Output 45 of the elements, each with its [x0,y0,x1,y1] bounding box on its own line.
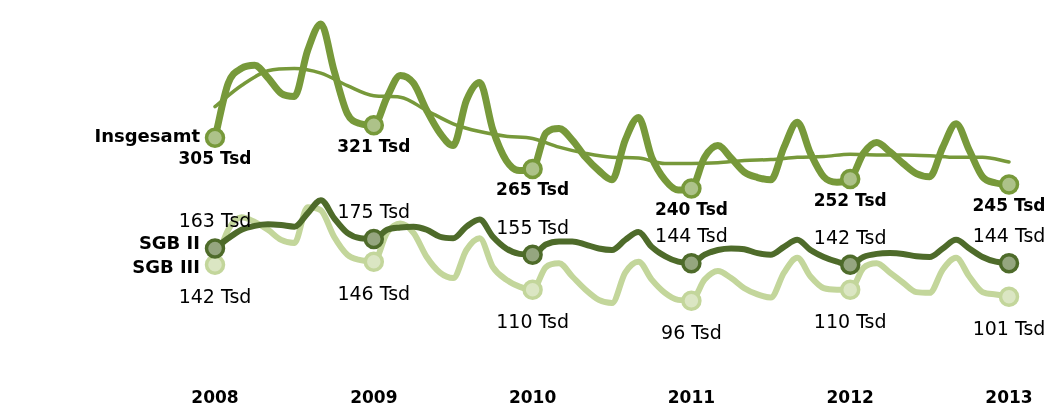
data-label: 252 Tsd [813,189,887,210]
series-label: Insgesamt [94,125,201,147]
data-label: 321 Tsd [337,135,411,156]
point [204,238,226,259]
point [363,115,385,136]
data-label: 144 Tsd [972,224,1046,247]
point [681,290,702,311]
data-label: 305 Tsd [178,148,252,169]
point [204,254,226,276]
data-label: 163 Tsd [178,209,252,232]
point [522,279,543,300]
x-tick-label: 2012 [826,386,874,407]
data-label: 155 Tsd [496,215,569,238]
x-tick-label: 2011 [667,386,716,407]
point [363,251,385,272]
point [998,286,1020,308]
data-label: 175 Tsd [337,200,411,223]
data-label: 144 Tsd [655,224,728,247]
x-tick-label: 2008 [191,386,239,407]
point [363,228,385,250]
point [522,244,543,265]
data-label: 142 Tsd [178,284,252,307]
data-label: 110 Tsd [813,309,887,332]
data-label: 142 Tsd [813,225,887,248]
x-tick-label: 2009 [350,386,398,407]
point [839,254,861,276]
point [204,127,226,149]
point [681,178,702,199]
point [839,168,861,190]
point [522,158,543,180]
point [998,174,1020,195]
data-label: 245 Tsd [972,194,1046,215]
point [998,253,1020,274]
series-label: SGB III [132,256,200,278]
x-tick-label: 2013 [985,386,1033,407]
data-label: 146 Tsd [337,281,411,304]
data-label: 101 Tsd [972,316,1046,339]
data-label: 240 Tsd [654,198,728,219]
point [839,279,861,300]
x-tick-label: 2010 [508,386,557,407]
series-label: SGB II [138,232,200,254]
data-label: 110 Tsd [496,309,569,332]
data-label: 96 Tsd [661,320,722,343]
point [681,253,702,274]
data-label: 265 Tsd [496,179,570,200]
